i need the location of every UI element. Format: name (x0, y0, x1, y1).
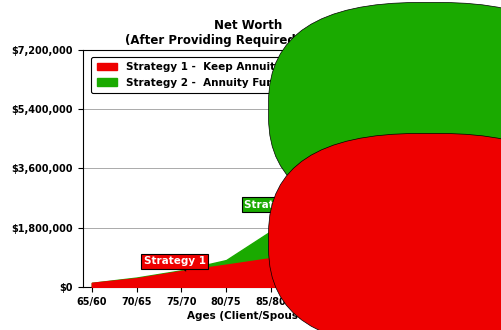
Text: $1,406,939: $1,406,939 (443, 236, 501, 246)
X-axis label: Ages (Client/Spouse): Ages (Client/Spouse) (187, 311, 309, 321)
Text: $5,376,312: $5,376,312 (443, 105, 501, 115)
Legend: Strategy 1 -  Keep Annuity, Strategy 2 -  Annuity Funds Life Policy: Strategy 1 - Keep Annuity, Strategy 2 - … (91, 57, 356, 93)
Text: Strategy 1: Strategy 1 (143, 256, 205, 271)
Title: Net Worth
(After Providing Required Cash Flow): Net Worth (After Providing Required Cash… (125, 19, 371, 47)
Text: Strategy 2: Strategy 2 (244, 200, 306, 228)
